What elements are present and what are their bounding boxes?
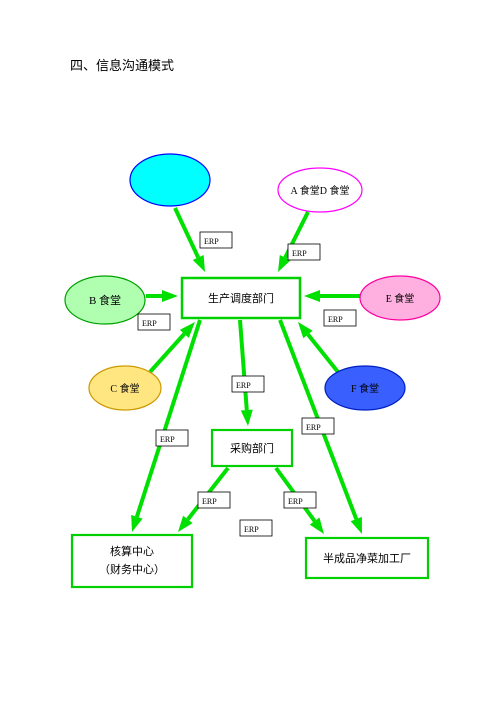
page-title: 四、信息沟通模式 xyxy=(70,58,174,73)
node-label: 采购部门 xyxy=(230,441,274,455)
diagram-canvas: 四、信息沟通模式 A 食堂D 食堂 B 食堂 E 食堂 C 食堂 F 食堂 生产调度部门采购… xyxy=(0,0,500,707)
erp-label: ERP xyxy=(292,249,307,258)
erp-label: ERP xyxy=(160,435,175,444)
node-label: F 食堂 xyxy=(351,382,379,395)
node-label: 生产调度部门 xyxy=(208,291,274,305)
node-accounting xyxy=(72,535,192,587)
node-label: C 食堂 xyxy=(110,382,139,395)
erp-label: ERP xyxy=(328,315,343,324)
erp-label: ERP xyxy=(288,497,303,506)
erp-label: ERP xyxy=(306,423,321,432)
erp-label: ERP xyxy=(202,497,217,506)
node-top_cyan xyxy=(130,154,210,206)
node-label: A 食堂D 食堂 xyxy=(291,184,350,197)
erp-label: ERP xyxy=(244,525,259,534)
node-label: 半成品净菜加工厂 xyxy=(323,551,411,565)
node-label: 核算中心 xyxy=(110,544,154,558)
erp-label: ERP xyxy=(236,381,251,390)
node-label: E 食堂 xyxy=(386,292,415,305)
erp-label: ERP xyxy=(142,319,157,328)
erp-label: ERP xyxy=(204,237,219,246)
node-label: （财务中心） xyxy=(99,562,165,576)
node-label: B 食堂 xyxy=(89,293,121,307)
